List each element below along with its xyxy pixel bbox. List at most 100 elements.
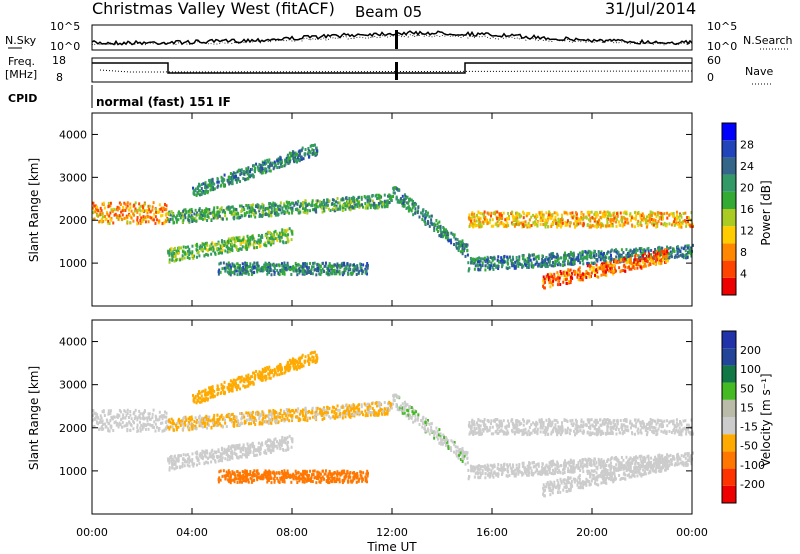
power-cell: [355, 203, 358, 207]
velocity-cell: [217, 417, 220, 421]
power-cell: [271, 240, 274, 244]
power-cell: [232, 213, 235, 217]
power-cell: [314, 152, 317, 156]
velocity-cell: [323, 410, 326, 414]
power-cell: [247, 172, 250, 176]
power-cell: [207, 253, 210, 257]
power-cell: [187, 213, 190, 217]
velocity-cell: [342, 411, 345, 415]
power-cell: [368, 195, 371, 199]
velocity-cell: [301, 408, 304, 412]
power-cell: [654, 212, 657, 216]
power-cell: [524, 263, 527, 267]
power-cell: [344, 268, 347, 272]
power-cell: [579, 278, 582, 282]
power-cell: [422, 214, 425, 218]
power-cell: [322, 270, 325, 274]
velocity-cell: [328, 406, 331, 410]
power-cell: [627, 253, 630, 257]
velocity-cell: [368, 409, 371, 413]
power-cell: [688, 216, 691, 220]
velocity-cell: [320, 413, 323, 417]
power-cell: [544, 280, 547, 284]
power-cell: [247, 237, 250, 241]
power-cell: [661, 246, 664, 250]
velocity-cell: [157, 426, 160, 430]
power-cell: [547, 275, 550, 279]
velocity-cell: [291, 438, 294, 442]
power-cell: [547, 213, 550, 217]
power-cell: [198, 207, 201, 211]
power-cell: [647, 255, 650, 259]
power-cell: [279, 268, 282, 272]
power-cell: [658, 250, 661, 254]
power-cell: [572, 214, 575, 218]
power-cell: [180, 246, 183, 250]
power-cell: [172, 220, 175, 224]
power-data-cells: [92, 143, 694, 290]
power-cell: [295, 264, 298, 268]
power-cell: [369, 203, 372, 207]
power-cell: [688, 251, 691, 255]
velocity-cell: [182, 453, 185, 457]
velocity-cell: [246, 442, 249, 446]
power-cell: [562, 271, 565, 275]
power-cell: [240, 204, 243, 208]
power-cell: [430, 221, 433, 225]
power-cell: [493, 255, 496, 259]
power-cell: [604, 256, 607, 260]
power-cell: [576, 275, 579, 279]
power-cell: [96, 213, 99, 217]
velocity-cell: [111, 417, 114, 421]
velocity-cell: [371, 402, 374, 406]
power-cell: [213, 242, 216, 246]
velocity-cell: [154, 429, 157, 433]
power-cell: [97, 209, 100, 213]
power-cell: [291, 206, 294, 210]
power-cell: [645, 254, 648, 258]
power-cell: [477, 257, 480, 261]
power-cell: [333, 209, 336, 213]
velocity-cell: [96, 421, 99, 425]
power-cell: [478, 260, 481, 264]
power-cell: [430, 214, 433, 218]
power-cell: [212, 213, 215, 217]
power-cell: [608, 224, 611, 228]
power-cell: [328, 262, 331, 266]
velocity-cell: [383, 412, 386, 416]
power-cell: [298, 152, 301, 156]
power-cell: [565, 275, 568, 279]
power-cell: [273, 230, 276, 234]
power-cell: [619, 257, 622, 261]
power-cell: [469, 217, 472, 221]
power-cell: [468, 267, 471, 271]
power-cell: [319, 264, 322, 268]
power-cell: [155, 218, 158, 222]
power-cell: [172, 212, 175, 216]
power-cell: [313, 143, 316, 147]
power-cell: [670, 212, 673, 216]
power-cell: [211, 179, 214, 183]
power-cell: [139, 222, 142, 226]
velocity-cell: [315, 408, 318, 412]
power-cell: [251, 266, 254, 270]
power-cell: [247, 204, 250, 208]
power-cell: [634, 252, 637, 256]
power-cell: [629, 253, 632, 257]
velocity-cell: [147, 412, 150, 416]
power-cell: [606, 210, 609, 214]
velocity-cell: [213, 413, 216, 417]
velocity-cell: [174, 423, 177, 427]
velocity-cell: [299, 418, 302, 422]
velocity-cell: [157, 418, 160, 422]
velocity-cell: [94, 417, 97, 421]
power-cell: [536, 214, 539, 218]
power-cell: [312, 261, 315, 265]
power-cell: [216, 210, 219, 214]
power-cell: [378, 196, 381, 200]
power-cell: [438, 234, 441, 238]
power-cell: [181, 257, 184, 261]
power-cell: [231, 242, 234, 246]
power-cell: [433, 224, 436, 228]
velocity-cell: [171, 422, 174, 426]
